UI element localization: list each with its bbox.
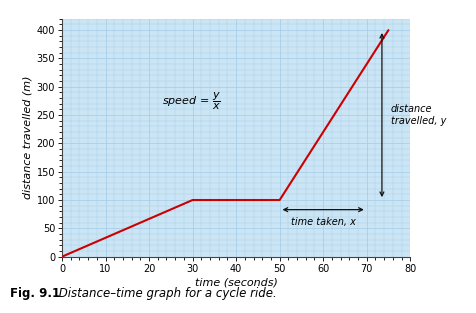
Text: Distance–time graph for a cycle ride.: Distance–time graph for a cycle ride. — [55, 287, 276, 300]
Text: Fig. 9.1: Fig. 9.1 — [10, 287, 60, 300]
Y-axis label: distance travelled (m): distance travelled (m) — [22, 76, 32, 199]
X-axis label: time (seconds): time (seconds) — [194, 278, 277, 288]
Text: speed = $\dfrac{y}{x}$: speed = $\dfrac{y}{x}$ — [162, 90, 220, 112]
Text: time taken, x: time taken, x — [290, 217, 355, 227]
Text: distance
travelled, y: distance travelled, y — [390, 104, 445, 126]
